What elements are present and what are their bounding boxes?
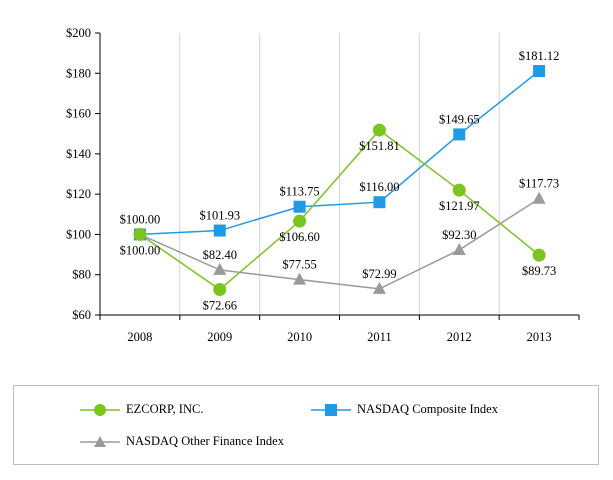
x-tick-label: 2011 [367, 330, 392, 344]
x-tick-label: 2013 [527, 330, 552, 344]
data-point-nasdaq-composite [453, 128, 466, 141]
data-label-nasdaq-composite: $100.00 [120, 212, 161, 226]
data-label-nasdaq-composite: $113.75 [279, 185, 319, 199]
data-label-nasdaq-other-finance: $72.99 [362, 267, 396, 281]
y-tick-label: $120 [66, 187, 91, 201]
legend-item-ezcorp: EZCORP, INC. [80, 402, 203, 417]
data-point-nasdaq-other-finance [372, 281, 386, 294]
data-label-ezcorp: $106.60 [279, 230, 320, 244]
legend-label-nasdaq-composite: NASDAQ Composite Index [357, 402, 498, 416]
line-chart: $60 $80 $100 $120 $140 $160 $180 $200 2008 2009 20… [66, 26, 580, 344]
legend-label-ezcorp: EZCORP, INC. [126, 402, 204, 416]
data-label-ezcorp: $89.73 [522, 264, 556, 278]
legend-item-nasdaq-composite: NASDAQ Composite Index [311, 402, 498, 417]
data-label-nasdaq-composite: $101.93 [199, 209, 240, 223]
data-point-ezcorp [293, 214, 307, 228]
data-point-ezcorp [133, 227, 147, 241]
legend-marker-circle-icon [80, 403, 120, 416]
x-tick-label: 2009 [207, 330, 232, 344]
data-label-nasdaq-composite: $116.00 [359, 180, 399, 194]
data-label-nasdaq-composite: $181.12 [519, 49, 560, 63]
data-label-ezcorp: $151.81 [359, 139, 400, 153]
data-label-nasdaq-other-finance: $82.40 [203, 248, 237, 262]
data-point-nasdaq-composite [213, 224, 226, 237]
data-label-nasdaq-other-finance: $92.30 [442, 228, 476, 242]
y-tick-label: $80 [72, 268, 91, 282]
data-label-nasdaq-other-finance: $117.73 [519, 177, 559, 191]
data-label-nasdaq-other-finance: $77.55 [282, 258, 316, 272]
data-label-ezcorp: $72.66 [203, 298, 237, 312]
y-tick-label: $180 [66, 66, 91, 80]
chart-legend: EZCORP, INC. NASDAQ Composite Index NASD… [13, 385, 599, 465]
series-line-ezcorp [139, 129, 540, 291]
data-point-nasdaq-other-finance [532, 191, 546, 204]
legend-item-nasdaq-other-finance: NASDAQ Other Finance Index [80, 434, 284, 449]
data-point-nasdaq-composite [293, 200, 306, 213]
y-tick-label: $140 [66, 147, 91, 161]
data-point-nasdaq-composite [533, 65, 546, 78]
legend-marker-square-icon [311, 403, 351, 416]
data-label-ezcorp: $100.00 [120, 243, 161, 257]
series-line-nasdaq-composite [139, 70, 540, 236]
y-tick-label: $100 [66, 227, 91, 241]
y-tick-label: $60 [72, 308, 91, 322]
series-line-nasdaq-other-finance [139, 198, 540, 290]
data-point-ezcorp [452, 183, 466, 197]
data-point-nasdaq-other-finance [452, 242, 466, 255]
x-tick-label: 2010 [287, 330, 312, 344]
y-tick-label: $200 [66, 26, 91, 40]
data-point-nasdaq-other-finance [213, 262, 227, 275]
x-tick-label: 2008 [127, 330, 152, 344]
data-label-nasdaq-composite: $149.65 [439, 112, 480, 126]
data-point-ezcorp [213, 282, 227, 296]
data-point-nasdaq-composite [373, 196, 386, 209]
legend-label-nasdaq-other-finance: NASDAQ Other Finance Index [126, 434, 284, 448]
data-label-ezcorp: $121.97 [439, 199, 480, 213]
y-tick-label: $160 [66, 107, 91, 121]
x-tick-label: 2012 [447, 330, 472, 344]
legend-marker-triangle-icon [80, 435, 120, 447]
data-point-ezcorp [372, 123, 386, 137]
data-point-nasdaq-other-finance [293, 272, 307, 285]
data-point-ezcorp [532, 248, 546, 262]
